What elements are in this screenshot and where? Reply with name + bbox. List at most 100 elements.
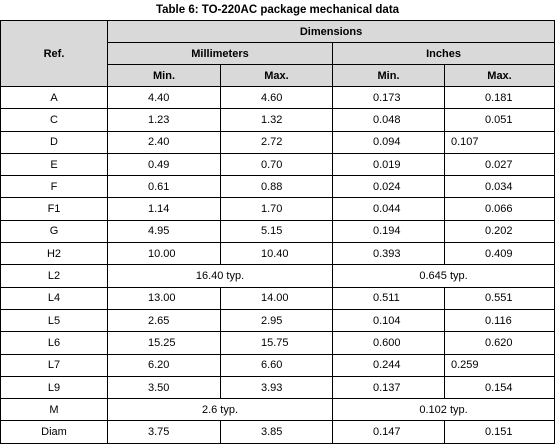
header-cell: Ref. bbox=[0, 20, 108, 87]
value-cell: 4.95 bbox=[107, 219, 221, 244]
value-cell: 3.50 bbox=[107, 375, 221, 400]
table-row: L7 6.20 6.60 0.244 0.259 bbox=[0, 353, 555, 377]
value-cell: 3.75 bbox=[107, 420, 221, 444]
ref-cell: M bbox=[0, 398, 108, 422]
value-cell: 15.25 bbox=[107, 331, 221, 355]
value-cell: 0.173 bbox=[332, 85, 445, 110]
header-cell: Max. bbox=[443, 64, 555, 87]
value-cell: 0.645 typ. bbox=[331, 264, 555, 288]
value-cell: 14.00 bbox=[220, 286, 333, 310]
value-cell: 0.147 bbox=[332, 420, 445, 444]
value-cell: 0.88 bbox=[220, 175, 333, 199]
header-cell: Min. bbox=[107, 64, 221, 87]
value-cell: 0.034 bbox=[443, 175, 555, 199]
value-cell: 0.194 bbox=[332, 219, 445, 244]
value-cell: 0.051 bbox=[443, 108, 555, 132]
value-cell: 0.600 bbox=[332, 331, 445, 355]
header-cell: Max. bbox=[220, 64, 333, 87]
ref-cell: C bbox=[0, 108, 108, 132]
value-cell: 0.620 bbox=[443, 331, 555, 355]
value-cell: 0.70 bbox=[220, 152, 333, 177]
value-cell: 2.72 bbox=[220, 130, 333, 154]
header-cell: Millimeters bbox=[107, 42, 333, 65]
ref-cell: D bbox=[0, 130, 108, 154]
value-cell: 0.551 bbox=[443, 286, 555, 310]
value-cell: 3.85 bbox=[220, 420, 333, 444]
value-cell: 6.20 bbox=[107, 353, 221, 377]
value-cell: 0.151 bbox=[443, 420, 555, 444]
table-title: Table 6: TO-220AC package mechanical dat… bbox=[155, 4, 400, 16]
value-cell: 0.393 bbox=[332, 242, 445, 266]
value-cell: 0.019 bbox=[332, 152, 445, 177]
header-cell: Dimensions bbox=[106, 20, 555, 43]
value-cell: 0.259 bbox=[443, 353, 555, 377]
data-table: Ref. Dimensions Millimeters Inches Min. … bbox=[0, 20, 555, 444]
ref-cell: A bbox=[0, 85, 108, 110]
ref-cell: L7 bbox=[0, 353, 108, 377]
value-cell: 10.40 bbox=[220, 242, 333, 266]
table-row: A 4.40 4.60 0.173 0.181 bbox=[0, 85, 555, 110]
table-row: L4 13.00 14.00 0.511 0.551 bbox=[0, 286, 555, 310]
value-cell: 5.15 bbox=[220, 219, 333, 244]
value-cell: 0.202 bbox=[443, 219, 555, 244]
value-cell: 0.244 bbox=[332, 353, 445, 377]
table-row: L2 16.40 typ. 0.645 typ. bbox=[0, 264, 555, 288]
table-row: D 2.40 2.72 0.094 0.107 bbox=[0, 130, 555, 154]
ref-cell: E bbox=[0, 152, 108, 177]
value-cell: 13.00 bbox=[107, 286, 221, 310]
ref-cell: L2 bbox=[0, 264, 108, 288]
value-cell: 0.137 bbox=[332, 375, 445, 400]
value-cell: 4.40 bbox=[107, 85, 221, 110]
value-cell: 1.23 bbox=[107, 108, 221, 132]
value-cell: 0.49 bbox=[107, 152, 221, 177]
table-row: F1 1.14 1.70 0.044 0.066 bbox=[0, 197, 555, 221]
value-cell: 0.116 bbox=[443, 308, 555, 333]
value-cell: 1.14 bbox=[107, 197, 221, 221]
ref-cell: F bbox=[0, 175, 108, 199]
value-cell: 0.104 bbox=[332, 308, 445, 333]
ref-cell: L9 bbox=[0, 375, 108, 400]
value-cell: 4.60 bbox=[220, 85, 333, 110]
table-row: M 2.6 typ. 0.102 typ. bbox=[0, 398, 555, 422]
ref-cell: L5 bbox=[0, 308, 108, 333]
header-cell: Inches bbox=[331, 42, 555, 65]
table-row: L9 3.50 3.93 0.137 0.154 bbox=[0, 375, 555, 400]
ref-cell: G bbox=[0, 219, 108, 244]
table-row: H2 10.00 10.40 0.393 0.409 bbox=[0, 242, 555, 266]
ref-cell: Diam bbox=[0, 420, 108, 444]
value-cell: 16.40 typ. bbox=[107, 264, 333, 288]
ref-cell: L4 bbox=[0, 286, 108, 310]
page: Table 6: TO-220AC package mechanical dat… bbox=[0, 4, 555, 444]
value-cell: 0.154 bbox=[443, 375, 555, 400]
value-cell: 0.027 bbox=[443, 152, 555, 177]
value-cell: 0.048 bbox=[332, 108, 445, 132]
header-cell: Min. bbox=[332, 64, 445, 87]
table-row: L6 15.25 15.75 0.600 0.620 bbox=[0, 331, 555, 355]
value-cell: 0.044 bbox=[332, 197, 445, 221]
value-cell: 6.60 bbox=[220, 353, 333, 377]
ref-cell: H2 bbox=[0, 242, 108, 266]
value-cell: 0.066 bbox=[443, 197, 555, 221]
table-row: C 1.23 1.32 0.048 0.051 bbox=[0, 108, 555, 132]
value-cell: 10.00 bbox=[107, 242, 221, 266]
table-row: G 4.95 5.15 0.194 0.202 bbox=[0, 219, 555, 244]
value-cell: 0.511 bbox=[332, 286, 445, 310]
table-row: L5 2.65 2.95 0.104 0.116 bbox=[0, 308, 555, 333]
ref-cell: L6 bbox=[0, 331, 108, 355]
ref-cell: F1 bbox=[0, 197, 108, 221]
value-cell: 0.107 bbox=[443, 130, 555, 154]
value-cell: 0.409 bbox=[443, 242, 555, 266]
value-cell: 2.95 bbox=[220, 308, 333, 333]
table-body: A 4.40 4.60 0.173 0.181 C 1.23 1.32 0.048 0.051 D 2… bbox=[0, 85, 555, 444]
table-row: E 0.49 0.70 0.019 0.027 bbox=[0, 152, 555, 177]
table-row: Diam 3.75 3.85 0.147 0.151 bbox=[0, 420, 555, 444]
value-cell: 0.094 bbox=[332, 130, 445, 154]
value-cell: 15.75 bbox=[220, 331, 333, 355]
value-cell: 2.65 bbox=[107, 308, 221, 333]
value-cell: 2.40 bbox=[107, 130, 221, 154]
value-cell: 1.32 bbox=[220, 108, 333, 132]
table-row: F 0.61 0.88 0.024 0.034 bbox=[0, 175, 555, 199]
value-cell: 1.70 bbox=[220, 197, 333, 221]
value-cell: 2.6 typ. bbox=[107, 398, 333, 422]
value-cell: 0.102 typ. bbox=[331, 398, 555, 422]
